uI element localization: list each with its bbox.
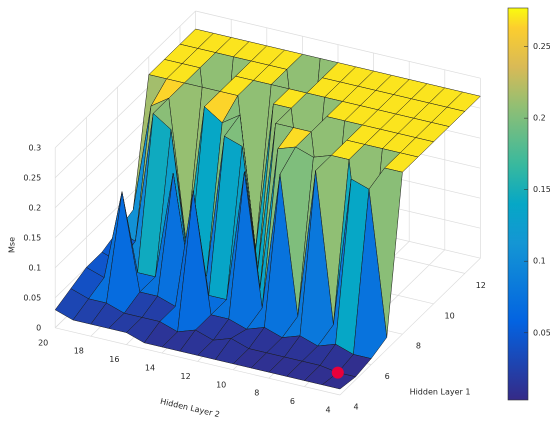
y-axis-label: Hidden Layer 2 xyxy=(159,397,220,419)
z-tick-label: 0.3 xyxy=(28,143,41,152)
z-tick-label: 0.2 xyxy=(28,203,41,212)
y-tick-label: 14 xyxy=(145,364,155,373)
y-tick-label: 20 xyxy=(38,338,48,347)
x-tick-label: 8 xyxy=(416,342,421,351)
colorbar-tick-label: 0.05 xyxy=(533,328,550,337)
colorbar-tick-label: 0.1 xyxy=(533,257,546,266)
colorbar-tick-label: 0.2 xyxy=(533,114,546,123)
grid-line xyxy=(339,257,481,396)
y-tick-label: 6 xyxy=(290,397,295,406)
z-tick-label: 0.15 xyxy=(23,233,41,242)
y-tick-label: 10 xyxy=(216,380,226,389)
y-tick-label: 4 xyxy=(325,406,330,415)
z-tick-label: 0.25 xyxy=(23,173,41,182)
surface xyxy=(54,28,481,390)
y-tick-label: 18 xyxy=(74,347,84,356)
colorbar-tick-label: 0.25 xyxy=(533,42,550,51)
y-tick-label: 8 xyxy=(254,389,259,398)
grid-line xyxy=(54,10,196,149)
x-tick-label: 4 xyxy=(353,403,358,412)
x-tick-label: 6 xyxy=(385,372,390,381)
x-tick-label: 10 xyxy=(445,311,455,320)
x-axis-label: Hidden Layer 1 xyxy=(410,388,471,397)
z-axis-label: Mse xyxy=(8,237,17,253)
colorbar-tick-label: 0.15 xyxy=(533,185,550,194)
y-tick-label: 16 xyxy=(109,355,119,364)
labels: 0 0.05 0.1 0.15 0.2 0.25 0.3 4 6 8 10 12 4 6 8 10 12 14 16… xyxy=(23,143,486,414)
y-tick-label: 12 xyxy=(181,372,191,381)
z-tick-label: 0.05 xyxy=(23,293,41,302)
highlight-point xyxy=(331,366,344,379)
x-tick-label: 12 xyxy=(476,281,486,290)
z-tick-label: 0.1 xyxy=(28,263,41,272)
colorbar xyxy=(507,7,529,401)
z-tick-label: 0 xyxy=(36,323,41,332)
colorbar-ticks: 0.05 0.1 0.15 0.2 0.25 xyxy=(524,42,550,337)
